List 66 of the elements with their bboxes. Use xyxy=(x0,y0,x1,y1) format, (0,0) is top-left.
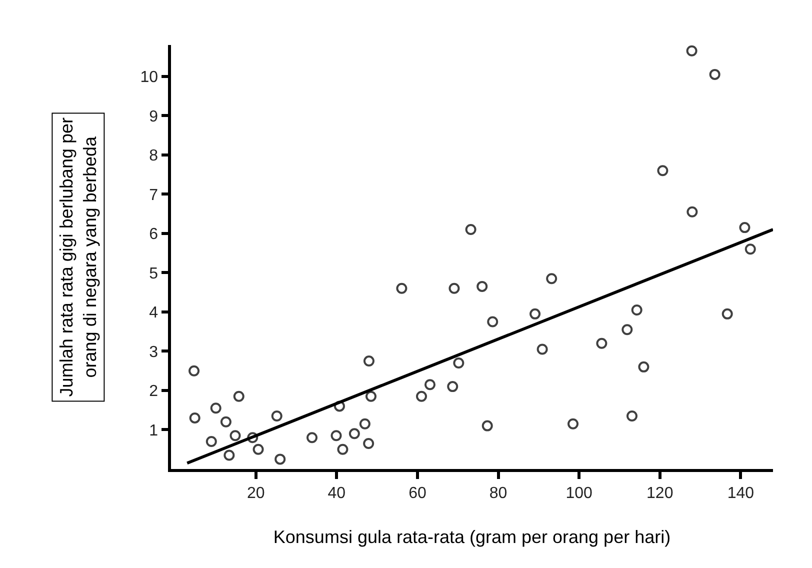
y-tick-label: 5 xyxy=(149,265,158,282)
point xyxy=(447,381,458,392)
y-tick-label: 1 xyxy=(149,422,158,440)
x-tick-label: 100 xyxy=(566,484,593,502)
y-tick-label: 6 xyxy=(149,226,158,244)
point xyxy=(709,68,720,80)
x-tick-label: 60 xyxy=(408,484,426,502)
point xyxy=(657,165,668,176)
point xyxy=(638,361,650,372)
point xyxy=(334,400,345,412)
point xyxy=(252,444,264,455)
point xyxy=(348,428,360,440)
point xyxy=(739,222,750,234)
point xyxy=(482,420,493,432)
point xyxy=(487,316,498,328)
x-axis-title: Konsumsi gula rata-rata (gram per orang per hari) xyxy=(273,527,671,548)
y-tick-label: 9 xyxy=(149,108,158,126)
point xyxy=(453,358,464,368)
point xyxy=(626,410,638,422)
point xyxy=(631,304,642,316)
point xyxy=(363,356,374,367)
point xyxy=(330,430,342,442)
point xyxy=(274,454,286,465)
point xyxy=(722,308,733,320)
x-tick-label: 140 xyxy=(727,484,754,502)
point xyxy=(686,206,698,218)
point xyxy=(337,444,348,455)
point xyxy=(744,244,756,255)
point xyxy=(230,430,241,442)
point xyxy=(416,390,427,402)
point xyxy=(546,273,558,284)
x-tick-label: 80 xyxy=(489,484,508,502)
point xyxy=(568,418,579,430)
point xyxy=(530,308,541,320)
point xyxy=(365,390,376,402)
point xyxy=(363,438,374,449)
y-tick-label: 8 xyxy=(149,148,158,165)
point xyxy=(465,224,476,236)
point xyxy=(359,418,370,430)
point xyxy=(424,379,436,390)
y-tick-label: 3 xyxy=(149,344,158,361)
point xyxy=(396,282,408,294)
point xyxy=(247,432,258,444)
point xyxy=(306,432,318,444)
point xyxy=(188,365,200,376)
point xyxy=(536,344,548,355)
point xyxy=(233,390,244,402)
point xyxy=(622,324,633,336)
point xyxy=(476,280,488,292)
x-tick-label: 120 xyxy=(646,484,674,502)
point xyxy=(596,338,608,349)
y-axis-title: Jumlah rata rata gigi berlubang per orang di negara yang berbeda xyxy=(56,118,100,397)
point xyxy=(271,410,282,422)
point xyxy=(686,45,698,56)
x-tick-label: 20 xyxy=(246,484,265,502)
point xyxy=(189,412,200,424)
x-tick-label: 40 xyxy=(328,484,346,502)
y-tick-label: 2 xyxy=(149,383,158,400)
y-tick-label: 10 xyxy=(140,69,158,86)
point xyxy=(210,402,222,414)
point xyxy=(448,282,460,294)
y-tick-label: 4 xyxy=(149,304,158,322)
point xyxy=(206,436,217,448)
y-tick-label: 7 xyxy=(149,186,158,204)
point xyxy=(220,416,232,428)
point xyxy=(224,450,235,461)
